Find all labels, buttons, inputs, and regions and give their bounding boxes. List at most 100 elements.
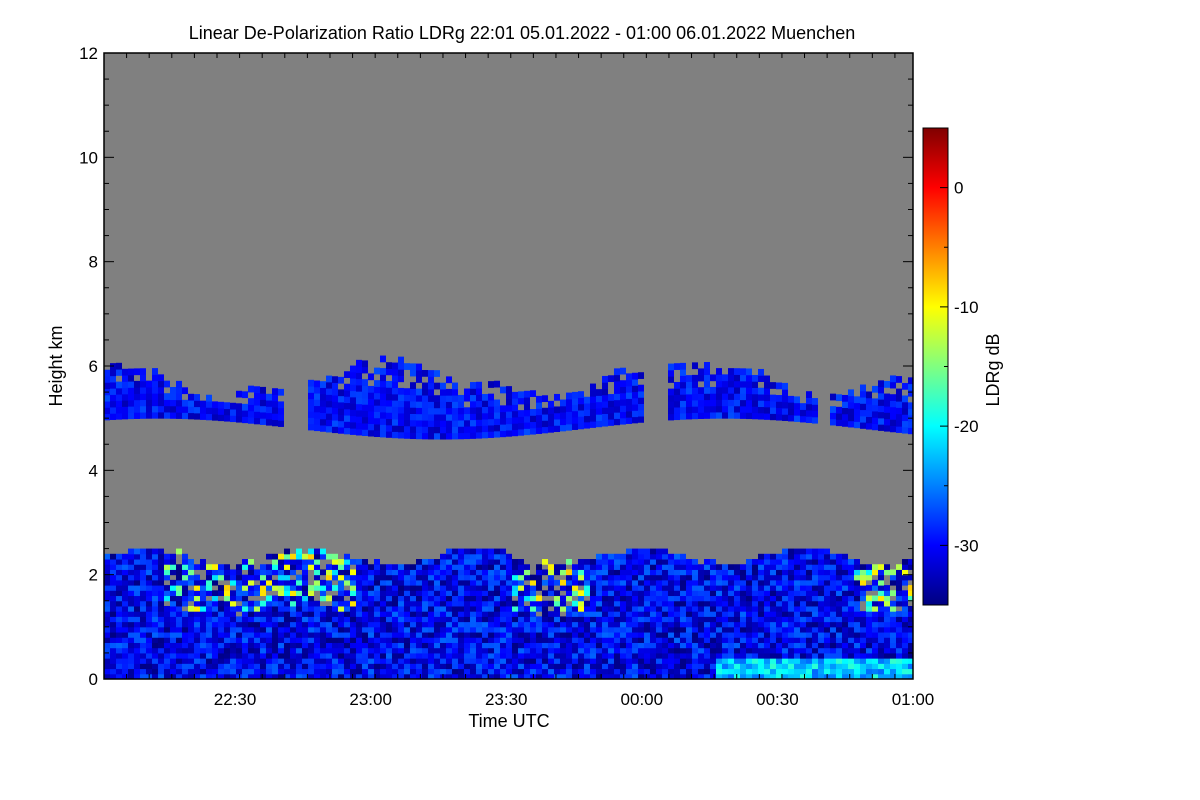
heat-cell: [296, 647, 302, 654]
heat-cell: [674, 394, 680, 402]
heat-cell: [440, 632, 446, 638]
heat-cell: [236, 605, 242, 612]
heat-cell: [434, 616, 440, 623]
heat-cell: [854, 600, 860, 607]
heat-cell: [500, 663, 506, 670]
heat-cell: [242, 647, 248, 654]
heat-cell: [500, 621, 506, 628]
heat-cell: [680, 663, 686, 670]
heat-cell: [494, 652, 500, 659]
heat-cell: [596, 407, 602, 415]
heat-cell: [428, 574, 434, 581]
heat-cell: [800, 611, 806, 617]
heat-cell: [842, 585, 848, 591]
heat-cell: [608, 400, 614, 408]
heat-cell: [776, 616, 782, 623]
heat-cell: [440, 652, 446, 659]
heat-cell: [248, 564, 254, 570]
heat-cell: [740, 380, 746, 388]
heat-cell: [242, 626, 248, 633]
heat-cell: [428, 585, 434, 591]
heat-cell: [614, 611, 620, 617]
heat-cell: [782, 647, 788, 654]
heat-cell: [854, 595, 860, 602]
heat-cell: [830, 569, 836, 576]
heat-cell: [116, 673, 122, 680]
heat-cell: [902, 395, 908, 403]
heat-cell: [332, 600, 338, 607]
heat-cell: [218, 605, 224, 612]
heat-cell: [266, 393, 272, 401]
heat-cell: [446, 595, 452, 602]
heat-cell: [878, 585, 884, 591]
heat-cell: [524, 428, 530, 436]
heat-cell: [824, 658, 830, 664]
heat-cell: [296, 579, 302, 586]
heat-cell: [908, 389, 913, 397]
heat-cell: [590, 396, 596, 403]
heat-cell: [410, 407, 416, 414]
heat-cell: [188, 611, 194, 617]
heat-cell: [452, 658, 458, 664]
heat-cell: [332, 413, 338, 421]
heat-cell: [866, 611, 872, 617]
heat-cell: [716, 564, 722, 570]
heat-cell: [686, 400, 692, 407]
heat-cell: [452, 569, 458, 576]
heat-cell: [590, 595, 596, 602]
heat-cell: [596, 632, 602, 638]
heat-cell: [494, 564, 500, 570]
heat-cell: [818, 569, 824, 576]
heat-cell: [752, 412, 758, 420]
heat-cell: [812, 398, 818, 405]
heat-cell: [314, 616, 320, 623]
heat-cell: [842, 611, 848, 617]
heat-cell: [794, 590, 800, 597]
heat-cell: [752, 569, 758, 576]
heat-cell: [818, 595, 824, 602]
heat-cell: [692, 652, 698, 659]
heat-cell: [896, 585, 902, 591]
heat-cell: [632, 553, 638, 560]
heat-cell: [206, 569, 212, 576]
heat-cell: [644, 626, 650, 633]
heat-cell: [812, 559, 818, 565]
heat-cell: [722, 637, 728, 643]
heat-cell: [524, 647, 530, 654]
heat-cell: [206, 590, 212, 597]
heat-cell: [734, 605, 740, 612]
heat-cell: [902, 382, 908, 390]
heat-cell: [248, 385, 254, 393]
heat-cell: [308, 392, 314, 400]
heat-cell: [350, 559, 356, 565]
heat-cell: [830, 574, 836, 581]
heat-cell: [320, 553, 326, 560]
heat-cell: [602, 595, 608, 602]
heat-cell: [266, 605, 272, 612]
heat-cell: [752, 579, 758, 586]
heat-cell: [518, 668, 524, 675]
heat-cell: [104, 600, 110, 607]
heat-cell: [188, 673, 194, 680]
heat-cell: [170, 673, 176, 680]
heat-cell: [590, 668, 596, 675]
heat-cell: [386, 663, 392, 670]
heat-cell: [476, 553, 482, 560]
heat-cell: [494, 380, 500, 388]
heat-cell: [140, 652, 146, 659]
heat-cell: [320, 642, 326, 649]
heat-cell: [278, 401, 284, 409]
heat-cell: [902, 658, 908, 664]
heat-cell: [644, 637, 650, 643]
heat-cell: [386, 399, 392, 407]
heat-cell: [764, 605, 770, 612]
heat-cell: [698, 647, 704, 654]
heat-cell: [296, 559, 302, 565]
heat-cell: [140, 600, 146, 607]
heat-cell: [650, 564, 656, 570]
heat-cell: [194, 642, 200, 649]
heat-cell: [398, 668, 404, 675]
heat-cell: [584, 564, 590, 570]
heat-cell: [776, 626, 782, 633]
heat-cell: [350, 600, 356, 607]
